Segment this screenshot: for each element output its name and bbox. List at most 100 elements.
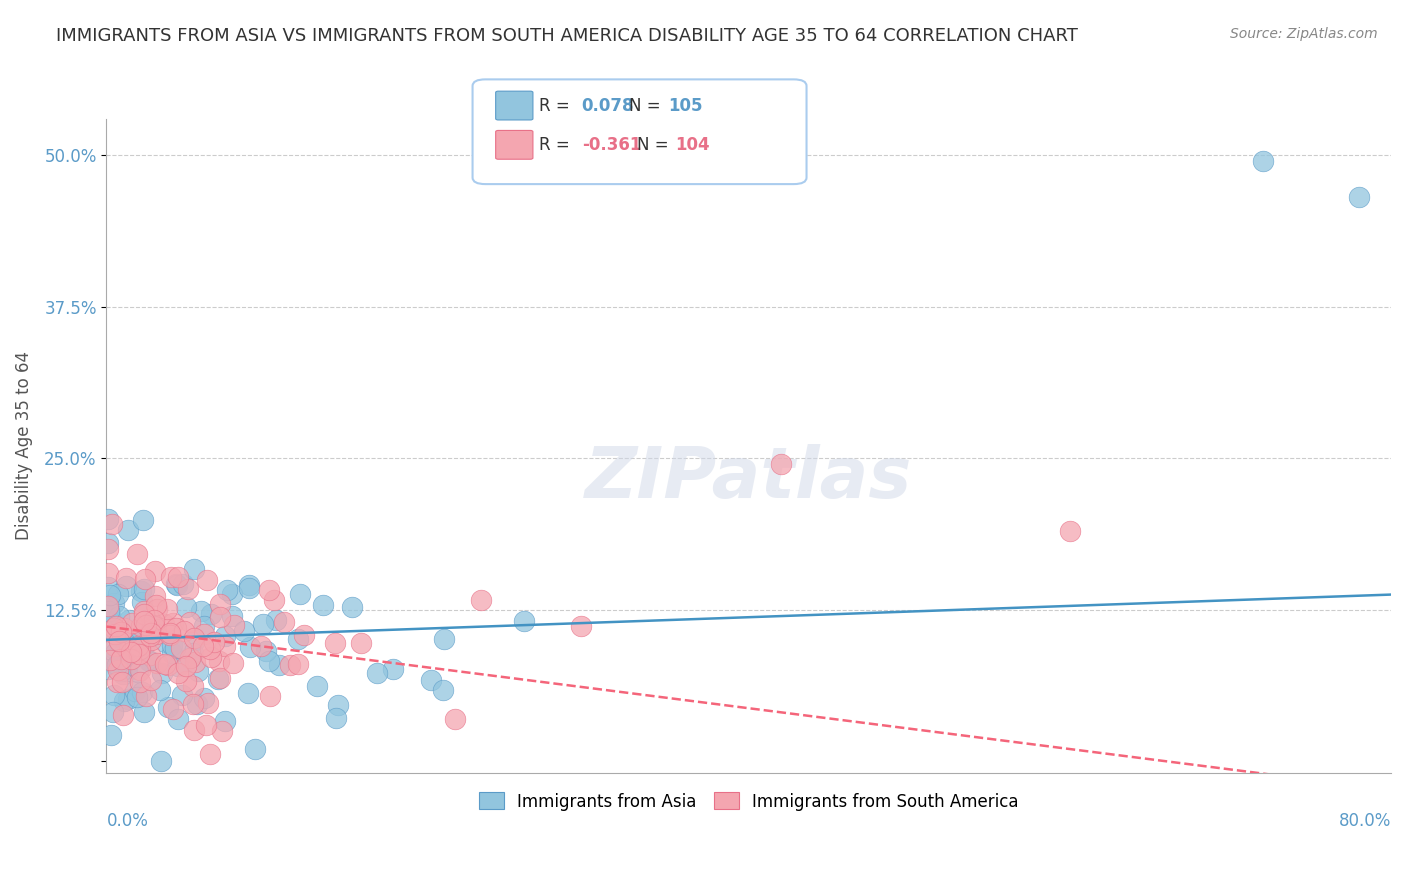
Point xyxy=(101,517,124,532)
Point xyxy=(243,742,266,756)
Point xyxy=(162,646,184,660)
Point xyxy=(105,674,128,689)
Point xyxy=(183,631,205,645)
Point xyxy=(266,614,288,628)
Point xyxy=(117,523,139,537)
Point xyxy=(159,628,181,642)
Point xyxy=(134,618,156,632)
Text: Source: ZipAtlas.com: Source: ZipAtlas.com xyxy=(1230,27,1378,41)
Point xyxy=(166,666,188,681)
Point xyxy=(138,615,160,630)
Point xyxy=(156,657,179,672)
Text: N =: N = xyxy=(630,96,666,114)
Point xyxy=(183,562,205,576)
Point xyxy=(127,640,149,654)
Point xyxy=(125,690,148,705)
Point xyxy=(1347,190,1369,204)
Point xyxy=(112,621,135,635)
Point xyxy=(215,582,238,597)
Text: R =: R = xyxy=(540,136,575,153)
Point xyxy=(222,657,245,671)
Point xyxy=(159,626,181,640)
Y-axis label: Disability Age 35 to 64: Disability Age 35 to 64 xyxy=(15,351,32,541)
Point xyxy=(134,705,156,719)
FancyBboxPatch shape xyxy=(496,91,533,120)
Point xyxy=(107,609,129,624)
Point xyxy=(179,615,201,629)
Point xyxy=(214,639,236,653)
Point xyxy=(145,656,167,670)
Point xyxy=(139,654,162,668)
Point xyxy=(141,673,163,688)
FancyBboxPatch shape xyxy=(496,130,533,160)
Point xyxy=(107,657,129,672)
Point xyxy=(108,630,131,644)
Point xyxy=(167,659,190,673)
Point xyxy=(238,581,260,595)
Point xyxy=(174,673,197,688)
Point xyxy=(165,621,187,635)
Point xyxy=(111,667,134,681)
Point xyxy=(105,659,128,673)
Point xyxy=(155,602,177,616)
Point xyxy=(120,652,142,666)
Point xyxy=(181,697,204,711)
Point xyxy=(250,639,273,653)
Point xyxy=(181,646,204,660)
Point xyxy=(239,640,262,655)
Point xyxy=(97,580,120,594)
Point xyxy=(193,627,215,641)
Point xyxy=(325,711,347,725)
Point xyxy=(107,663,129,677)
Point xyxy=(100,653,122,667)
Point xyxy=(131,623,153,637)
Point xyxy=(193,639,215,653)
Point xyxy=(100,615,122,629)
Point xyxy=(112,707,135,722)
Text: R =: R = xyxy=(540,96,575,114)
Point xyxy=(193,618,215,632)
Point xyxy=(97,541,120,556)
Text: IMMIGRANTS FROM ASIA VS IMMIGRANTS FROM SOUTH AMERICA DISABILITY AGE 35 TO 64 CO: IMMIGRANTS FROM ASIA VS IMMIGRANTS FROM … xyxy=(56,27,1078,45)
Point xyxy=(200,641,222,656)
Point xyxy=(381,663,404,677)
Point xyxy=(118,643,141,657)
Text: -0.361: -0.361 xyxy=(582,136,641,153)
Text: 0.078: 0.078 xyxy=(582,96,634,114)
Point xyxy=(162,702,184,716)
Point xyxy=(114,658,136,673)
Point xyxy=(111,657,134,671)
Point xyxy=(142,620,165,634)
Point xyxy=(340,599,363,614)
Point xyxy=(287,632,309,647)
Point xyxy=(222,617,245,632)
Point xyxy=(103,596,125,610)
Point xyxy=(131,584,153,599)
Point xyxy=(101,641,124,656)
Point xyxy=(97,599,120,613)
Point xyxy=(103,621,125,635)
Point xyxy=(115,664,138,678)
Point xyxy=(200,650,222,665)
Point xyxy=(103,689,125,703)
Point xyxy=(134,637,156,651)
Point xyxy=(145,598,167,612)
Text: 104: 104 xyxy=(675,136,710,153)
Point xyxy=(97,511,120,525)
Point xyxy=(108,633,131,648)
Point xyxy=(513,614,536,628)
Point xyxy=(165,577,187,591)
Point xyxy=(200,747,222,761)
Point xyxy=(170,641,193,656)
Point xyxy=(153,635,176,649)
Point xyxy=(569,618,592,632)
Point xyxy=(153,657,176,671)
Point xyxy=(162,616,184,631)
Point xyxy=(163,640,186,655)
Point xyxy=(141,626,163,640)
Point xyxy=(134,582,156,596)
Point xyxy=(141,632,163,647)
Point xyxy=(128,624,150,638)
Point xyxy=(117,664,139,678)
Point xyxy=(292,628,315,642)
